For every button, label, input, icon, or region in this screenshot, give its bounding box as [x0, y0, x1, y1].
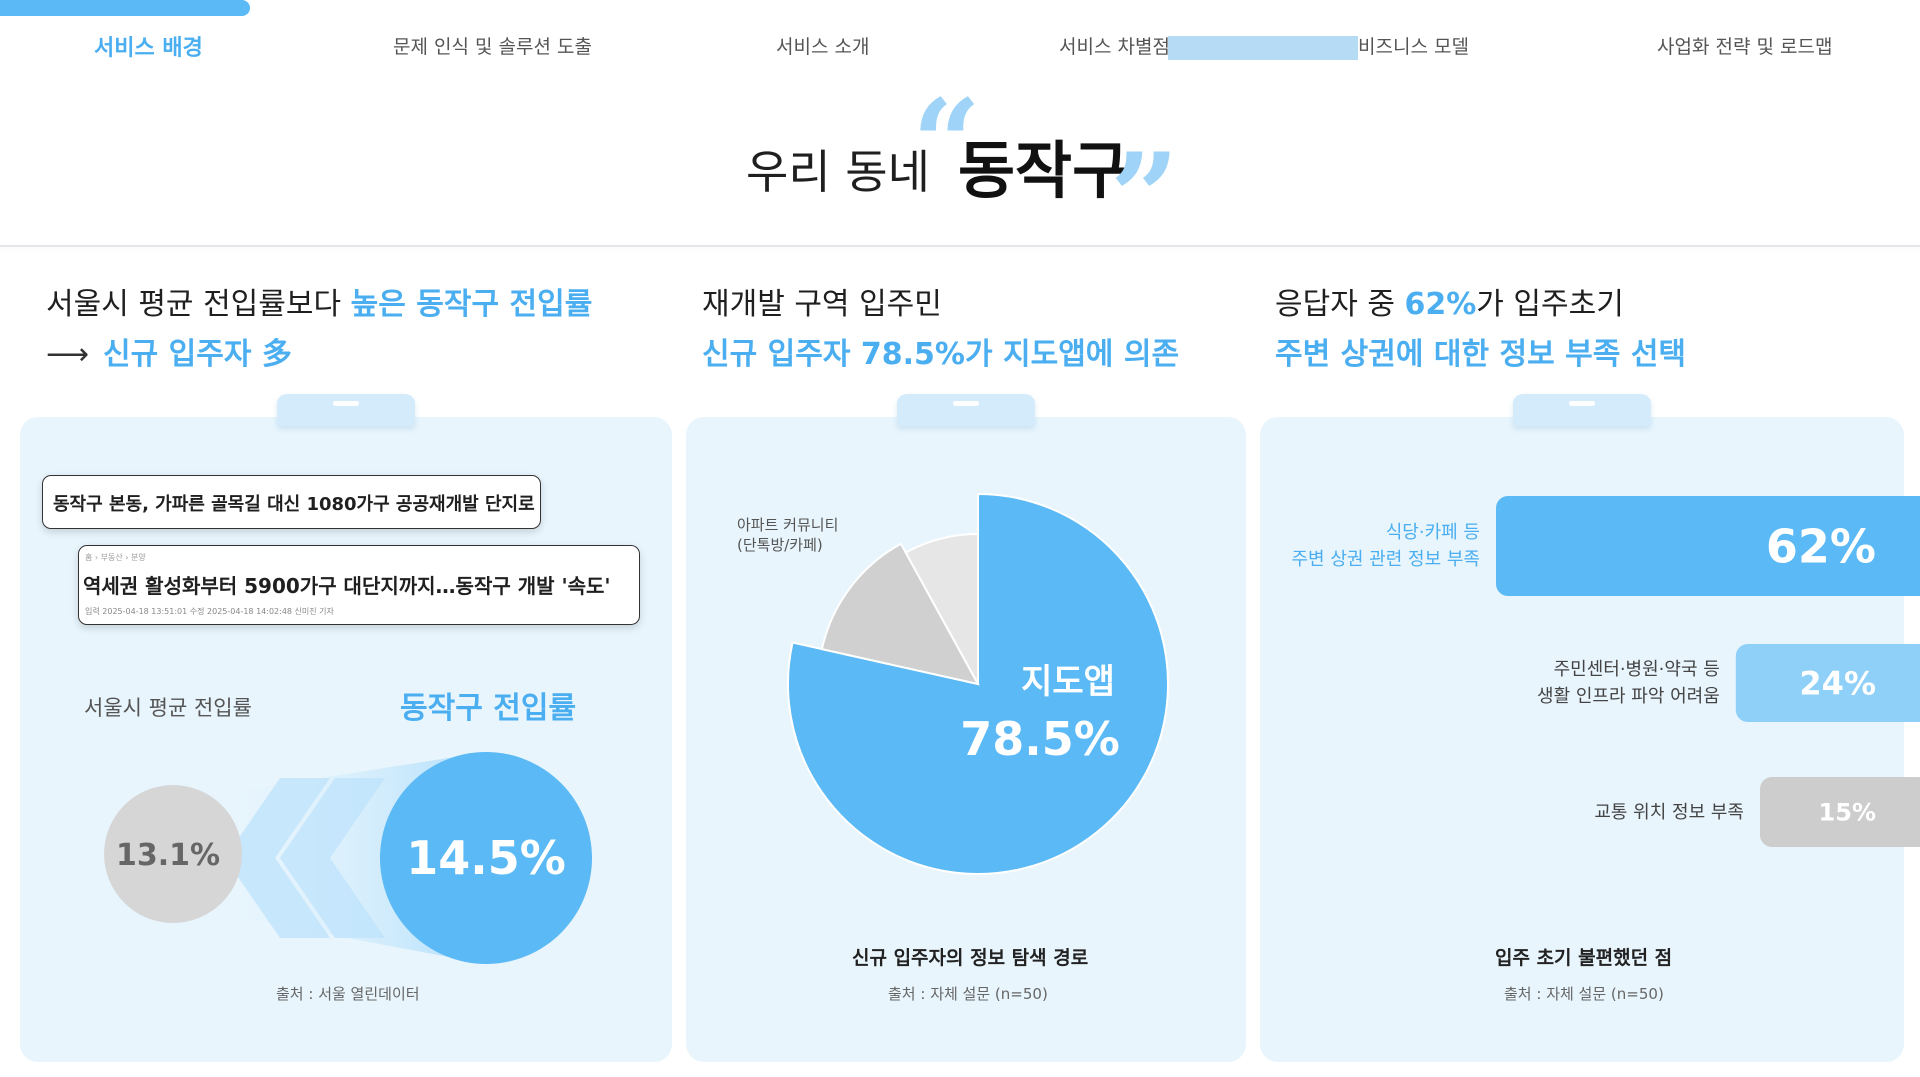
headline-3-plain-b: 가 입주초기: [1476, 287, 1624, 322]
bar-label-infrastructure-line: 생활 인프라 파악 어려움: [1537, 686, 1720, 707]
dongjak-rate-label: 동작구 전입률: [400, 691, 577, 726]
headline-3-highlight: 62%: [1404, 287, 1477, 322]
news-headline-2: 역세권 활성화부터 5900가구 대단지까지…동작구 개발 '속도': [83, 574, 611, 598]
top-navigation: 서비스 배경 문제 인식 및 솔루션 도출 서비스 소개 서비스 차별점 비즈니…: [0, 28, 1920, 68]
news-meta: 입력 2025-04-18 13:51:01 수정 2025-04-18 14:…: [85, 607, 334, 616]
headline-3-line2: 주변 상권에 대한 정보 부족 선택: [1275, 337, 1687, 372]
hero-title: 우리 동네 “ 동작구 ”: [0, 70, 1920, 258]
right-arrow-icon: ⟶: [46, 337, 90, 372]
source-note-2: 출처 : 자체 설문 (n=50): [888, 985, 1048, 1003]
clipboard-clip-icon: [897, 394, 1035, 426]
pie-label-community: 아파트 커뮤니티 (단톡방/카페): [737, 515, 838, 555]
pie-label-community-line2: (단톡방/카페): [737, 536, 823, 554]
nav-highlight-block: [1168, 36, 1358, 60]
pie-chart-title: 신규 입주자의 정보 탐색 경로: [852, 947, 1089, 969]
headline-1: 서울시 평균 전입률보다 높은 동작구 전입률 ⟶ 신규 입주자 多: [46, 280, 592, 380]
headline-2-plain: 재개발 구역 입주민: [702, 287, 942, 322]
bar-label-transport-line: 교통 위치 정보 부족: [1594, 801, 1744, 823]
headline-1-highlight: 높은 동작구 전입률: [350, 287, 593, 322]
news-headline-card: 동작구 본동, 가파른 골목길 대신 1080가구 공공재개발 단지로: [42, 475, 541, 529]
news-breadcrumb: 홈 › 부동산 › 분양: [85, 553, 146, 562]
nav-tab-service-background[interactable]: 서비스 배경: [94, 36, 203, 61]
open-quote-icon: “: [912, 73, 982, 214]
hero-prefix: 우리 동네: [746, 145, 930, 199]
close-quote-icon: ”: [1110, 127, 1180, 268]
hero-emphasis: 동작구: [958, 134, 1130, 207]
pie-label-community-line1: 아파트 커뮤니티: [737, 516, 839, 534]
bar-chart-title: 입주 초기 불편했던 점: [1495, 947, 1673, 969]
bar-label-commerce-line: 주변 상권 관련 정보 부족: [1291, 549, 1481, 570]
source-note-1: 출처 : 서울 열린데이터: [276, 985, 420, 1003]
clipboard-clip-icon: [277, 394, 415, 426]
nav-tab-service-intro[interactable]: 서비스 소개: [776, 36, 870, 58]
section-progress-bar: [0, 0, 250, 16]
header-divider: [0, 245, 1920, 247]
headline-3: 응답자 중 62%가 입주초기 주변 상권에 대한 정보 부족 선택: [1275, 280, 1686, 380]
headline-2-highlight: 신규 입주자 78.5%가 지도앱에 의존: [702, 337, 1180, 372]
bar-label-infrastructure-line: 주민센터·병원·약국 등: [1553, 659, 1720, 680]
headline-2: 재개발 구역 입주민 신규 입주자 78.5%가 지도앱에 의존: [702, 280, 1179, 380]
headline-1-line2: 신규 입주자 多: [103, 337, 292, 372]
nav-tab-business-model[interactable]: 비즈니스 모델: [1358, 36, 1469, 58]
bar-label-commerce-line: 식당·카페 등: [1385, 522, 1480, 543]
clipboard-clip-icon: [1513, 394, 1651, 426]
news-article-card: 홈 › 부동산 › 분양 역세권 활성화부터 5900가구 대단지까지…동작구 …: [78, 545, 640, 625]
nav-tab-differentiation[interactable]: 서비스 차별점: [1059, 36, 1170, 58]
news-headline-1: 동작구 본동, 가파른 골목길 대신 1080가구 공공재개발 단지로: [53, 494, 535, 515]
bar-label-transport: 교통 위치 정보 부족: [1594, 799, 1744, 826]
seoul-rate-label: 서울시 평균 전입률: [84, 696, 252, 720]
headline-1-plain: 서울시 평균 전입률보다: [46, 287, 351, 322]
nav-tab-problem-solution[interactable]: 문제 인식 및 솔루션 도출: [393, 36, 592, 58]
nav-tab-strategy-roadmap[interactable]: 사업화 전략 및 로드맵: [1657, 36, 1833, 58]
headline-3-plain-a: 응답자 중: [1275, 287, 1405, 322]
source-note-3: 출처 : 자체 설문 (n=50): [1504, 985, 1664, 1003]
